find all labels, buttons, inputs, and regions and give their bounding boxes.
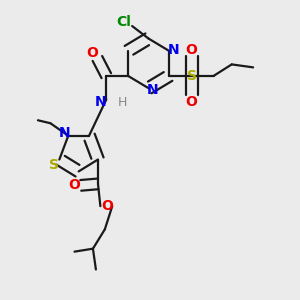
Text: N: N <box>147 83 159 97</box>
Text: S: S <box>187 69 196 83</box>
Text: O: O <box>68 178 80 192</box>
Text: N: N <box>59 126 70 140</box>
Text: O: O <box>86 46 98 60</box>
Text: O: O <box>186 43 197 57</box>
Text: S: S <box>49 158 59 172</box>
Text: N: N <box>168 43 180 56</box>
Text: H: H <box>118 96 127 109</box>
Text: O: O <box>186 94 197 109</box>
Text: O: O <box>101 199 113 213</box>
Text: N: N <box>95 95 107 110</box>
Text: Cl: Cl <box>116 15 131 28</box>
